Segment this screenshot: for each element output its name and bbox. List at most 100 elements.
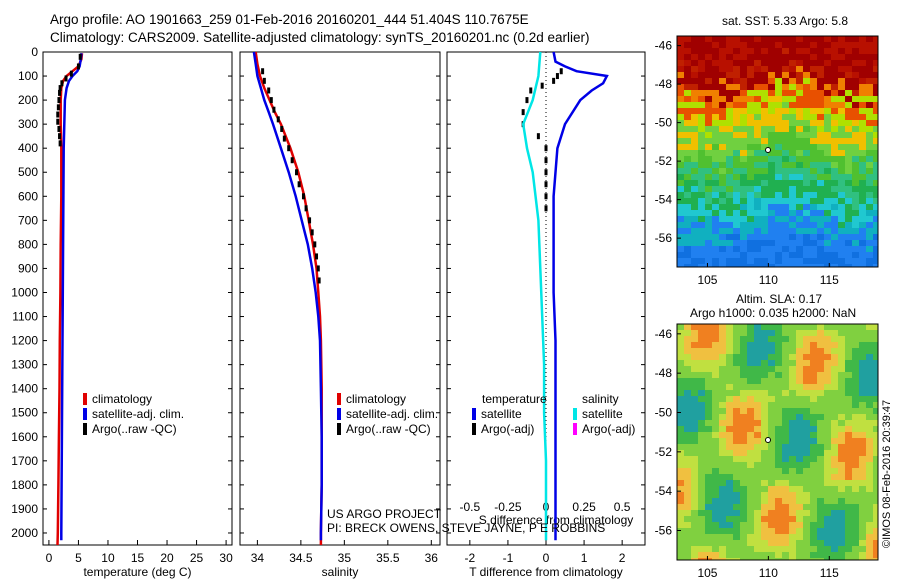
- top-x-tick-label: 0.5: [614, 500, 631, 514]
- argo-point: [267, 87, 271, 94]
- argo-point: [310, 229, 314, 236]
- x-tick-label: 20: [160, 551, 174, 565]
- y-tick-label: 1400: [11, 382, 38, 396]
- x-tick-label: 5: [75, 551, 82, 565]
- argo-point: [304, 205, 308, 212]
- temperature-legend-swatch: [83, 423, 87, 435]
- salinity-legend-label: climatology: [346, 392, 406, 406]
- footer-project: US ARGO PROJECT: [327, 507, 442, 521]
- argo-point: [60, 80, 64, 87]
- series-line-difference-2: [521, 51, 548, 541]
- argo-point: [57, 125, 61, 132]
- argo-point: [552, 77, 556, 84]
- argo-point: [308, 217, 312, 224]
- argo-point: [544, 157, 548, 164]
- argo-point: [276, 116, 280, 123]
- map-y-tick-label: -52: [655, 445, 673, 459]
- argo-point: [78, 53, 82, 60]
- y-tick-label: 1800: [11, 478, 38, 492]
- y-tick-label: 1600: [11, 430, 38, 444]
- x-tick-label: 10: [101, 551, 115, 565]
- map-y-tick-label: -48: [655, 366, 673, 380]
- map-y-tick-label: -56: [655, 524, 673, 538]
- x-tick-label: 35: [338, 551, 352, 565]
- argo-point: [58, 89, 62, 96]
- x-axis-label: salinity: [322, 565, 359, 579]
- argo-point: [272, 106, 276, 113]
- y-tick-label: 700: [18, 213, 38, 227]
- plot-frame-salinity: [239, 51, 441, 546]
- y-tick-label: 500: [18, 165, 38, 179]
- salinity-legend-label: satellite-adj. clim.: [346, 407, 438, 421]
- map-y-tick-label: -50: [655, 116, 673, 130]
- sla-map-title: Altim. SLA: 0.17: [736, 292, 822, 306]
- y-tick-label: 1200: [11, 334, 38, 348]
- map-y-tick-label: -46: [655, 39, 673, 53]
- difference-legend-swatch: [472, 408, 476, 420]
- difference-legend-label: Argo(-adj): [481, 422, 534, 436]
- y-tick-label: 100: [18, 69, 38, 83]
- argo-point: [287, 145, 291, 152]
- x-tick-label: 36: [425, 551, 439, 565]
- salinity-legend-label: Argo(..raw -QC): [346, 422, 431, 436]
- top-x-tick-label: -0.5: [460, 500, 481, 514]
- argo-point: [301, 193, 305, 200]
- x-tick-label: 15: [131, 551, 145, 565]
- argo-point: [269, 97, 273, 104]
- series-line-salinity-1: [252, 51, 323, 541]
- x-tick-label: 2: [619, 551, 626, 565]
- difference-legend-swatch: [573, 423, 577, 435]
- argo-point: [559, 68, 563, 75]
- series-line-difference-0: [552, 51, 609, 541]
- y-tick-label: 1900: [11, 502, 38, 516]
- argo-location-marker: [765, 147, 771, 153]
- argo-point: [540, 82, 544, 89]
- argo-point: [58, 85, 62, 92]
- map-y-tick-label: -50: [655, 406, 673, 420]
- argo-point: [58, 140, 62, 147]
- y-tick-label: 0: [31, 45, 38, 59]
- argo-point: [56, 104, 60, 111]
- map-y-tick-label: -48: [655, 77, 673, 91]
- x-tick-label: 0: [46, 551, 53, 565]
- y-tick-label: 900: [18, 261, 38, 275]
- x-tick-label: 25: [190, 551, 204, 565]
- footer-pi: PI: BRECK OWENS, STEVE JAYNE, P E ROBBIN…: [327, 521, 605, 535]
- argo-point: [56, 111, 60, 118]
- map-y-tick-label: -56: [655, 231, 673, 245]
- map-y-tick-label: -46: [655, 327, 673, 341]
- chart-title-line-1: Argo profile: AO 1901663_259 01-Feb-2016…: [50, 12, 529, 27]
- argo-point: [316, 265, 320, 272]
- y-tick-label: 800: [18, 237, 38, 251]
- argo-point: [58, 133, 62, 140]
- map-y-tick-label: -52: [655, 154, 673, 168]
- difference-legend-label: satellite: [481, 407, 522, 421]
- argo-point: [282, 135, 286, 142]
- salinity-legend-swatch: [337, 423, 341, 435]
- difference-legend-label: Argo(-adj): [582, 422, 635, 436]
- argo-point: [262, 77, 266, 84]
- x-axis-label: T difference from climatology: [469, 565, 623, 579]
- legend-header-temperature: temperature: [482, 392, 547, 406]
- y-tick-label: 200: [18, 93, 38, 107]
- difference-legend-label: satellite: [582, 407, 623, 421]
- argo-point: [317, 277, 321, 284]
- map-x-tick-label: 115: [820, 566, 839, 580]
- argo-point: [529, 87, 533, 94]
- argo-point: [261, 68, 265, 75]
- x-tick-label: 30: [219, 551, 233, 565]
- x-tick-label: 0: [543, 551, 550, 565]
- x-axis-label: temperature (deg C): [83, 565, 191, 579]
- argo-point: [76, 63, 80, 70]
- argo-point: [544, 205, 548, 212]
- y-tick-label: 600: [18, 189, 38, 203]
- plot-frame-temperature: [42, 51, 233, 546]
- salinity-legend-swatch: [337, 393, 341, 405]
- map-x-tick-label: 105: [697, 273, 717, 287]
- x-tick-label: 1: [581, 551, 588, 565]
- argo-point: [555, 73, 559, 80]
- argo-point: [297, 181, 301, 188]
- argo-point: [313, 241, 317, 248]
- top-x-tick-label: 0.25: [572, 500, 596, 514]
